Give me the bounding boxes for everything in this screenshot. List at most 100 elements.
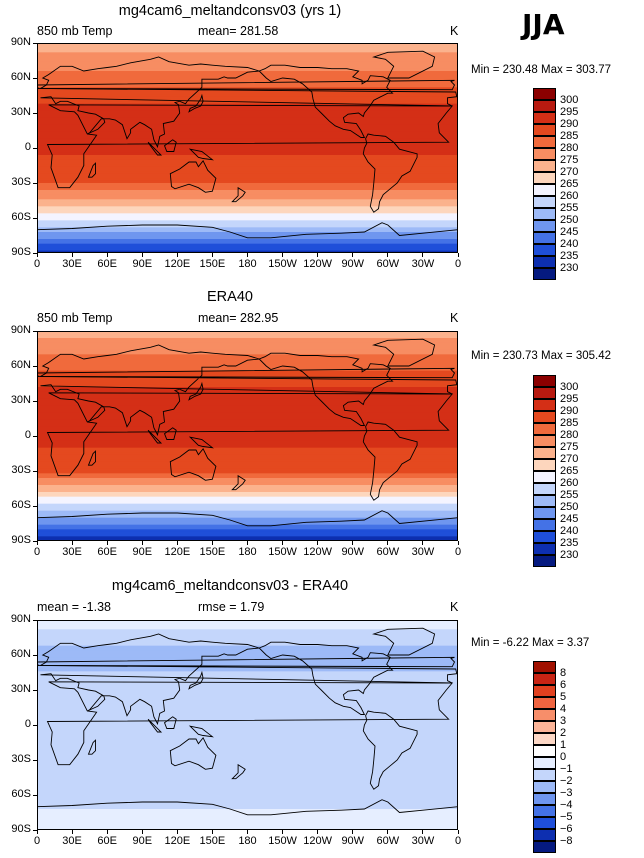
lat-band xyxy=(37,96,458,100)
lat-band xyxy=(37,243,458,247)
lat-band xyxy=(37,141,458,144)
lat-band xyxy=(37,361,458,365)
lat-band xyxy=(37,415,458,418)
colorbar-cell xyxy=(533,495,556,507)
lat-band xyxy=(37,732,458,735)
x-tick-label: 120W xyxy=(303,835,333,847)
lat-band xyxy=(37,531,458,535)
lat-band xyxy=(37,169,458,172)
colorbar-cell xyxy=(533,196,556,208)
colorbar-label: 6 xyxy=(560,679,567,691)
lat-band xyxy=(37,155,458,158)
lat-band xyxy=(37,143,458,147)
coastline-greenland xyxy=(372,627,436,656)
lat-band xyxy=(37,482,458,486)
lat-band xyxy=(37,673,458,677)
y-tick-mark xyxy=(33,435,37,437)
lat-band xyxy=(37,652,458,656)
x-tick-label: 0 xyxy=(33,835,41,847)
y-tick-label: 60N xyxy=(10,71,31,83)
coastline-antarctica xyxy=(37,510,458,541)
lat-band xyxy=(37,503,458,507)
x-tick-label: 0 xyxy=(454,546,462,558)
x-tick-mark xyxy=(317,830,319,834)
colorbar-cell xyxy=(533,817,556,829)
coastline-namerica xyxy=(258,641,394,715)
lat-band xyxy=(37,335,458,339)
lat-band xyxy=(37,760,458,763)
lat-band xyxy=(37,204,458,207)
coastline-antarctica xyxy=(37,799,458,830)
lat-band xyxy=(37,225,458,228)
colorbar-label: −3 xyxy=(560,787,573,799)
x-tick-label: 60E xyxy=(97,546,117,558)
y-tick-mark xyxy=(33,654,37,656)
lat-band xyxy=(37,75,458,79)
x-tick-mark xyxy=(422,830,424,834)
colorbar-cell xyxy=(533,733,556,745)
colorbar-cell xyxy=(533,673,556,685)
colorbar-cell xyxy=(533,411,556,423)
lat-band xyxy=(37,629,458,633)
coastline-newzealand xyxy=(231,186,246,203)
x-tick-label: 90E xyxy=(132,258,153,270)
x-tick-mark xyxy=(36,253,38,257)
y-tick-label: 0 xyxy=(24,141,31,153)
lat-band xyxy=(37,718,458,721)
x-tick-label: 30E xyxy=(62,546,82,558)
x-tick-label: 90W xyxy=(341,546,365,558)
lat-band xyxy=(37,776,458,780)
colorbar-label: 3 xyxy=(560,715,567,727)
lat-band xyxy=(37,101,458,105)
lat-band xyxy=(37,797,458,801)
x-tick-label: 120E xyxy=(164,258,191,270)
colorbar-label: −5 xyxy=(560,811,573,823)
lat-band xyxy=(37,508,458,512)
x-tick-label: 90E xyxy=(132,546,153,558)
lat-band xyxy=(37,788,458,791)
x-tick-mark xyxy=(282,541,284,545)
lat-band xyxy=(37,816,458,819)
colorbar-label: 5 xyxy=(560,691,567,703)
colorbar-cell xyxy=(533,471,556,483)
x-tick-mark xyxy=(387,541,389,545)
y-tick-label: 90N xyxy=(10,324,31,336)
x-tick-mark xyxy=(141,541,143,545)
x-tick-mark xyxy=(247,541,248,545)
lat-band xyxy=(37,659,458,663)
panel-3-title: mg4cam6_meltandconsv03 - ERA40 xyxy=(111,578,349,594)
lat-band xyxy=(37,187,458,191)
lat-band xyxy=(37,510,458,514)
x-tick-label: 150E xyxy=(199,546,226,558)
lat-band xyxy=(37,634,458,637)
coastline-madagascar xyxy=(87,739,96,755)
x-tick-mark xyxy=(106,253,108,257)
lat-band xyxy=(37,771,458,775)
y-tick-mark xyxy=(33,759,37,761)
x-tick-label: 90W xyxy=(341,258,365,270)
colorbar-cell xyxy=(533,781,556,793)
lat-band xyxy=(37,342,458,346)
lat-band xyxy=(37,683,458,686)
lat-band xyxy=(37,208,458,212)
lat-band xyxy=(37,176,458,179)
coastline-eurasia xyxy=(38,633,458,726)
colorbar-label: 235 xyxy=(560,537,579,549)
lat-band xyxy=(37,405,458,409)
colorbar-cell xyxy=(533,220,556,232)
lat-band xyxy=(37,180,458,184)
y-tick-mark xyxy=(33,77,37,79)
panel-2-mean-label: mean= 282.95 xyxy=(198,311,279,325)
lat-band xyxy=(37,534,458,537)
lat-band xyxy=(37,799,458,803)
x-tick-mark xyxy=(211,541,213,545)
lat-band xyxy=(37,750,458,754)
lat-band xyxy=(37,809,458,812)
lat-band xyxy=(37,692,458,696)
colorbar-cell xyxy=(533,148,556,160)
lat-band xyxy=(37,489,458,493)
colorbar-cell xyxy=(533,172,556,184)
panel-3-rmse-label: rmse = 1.79 xyxy=(198,600,265,614)
colorbar-label: 230 xyxy=(560,262,579,274)
lat-band xyxy=(37,727,458,731)
